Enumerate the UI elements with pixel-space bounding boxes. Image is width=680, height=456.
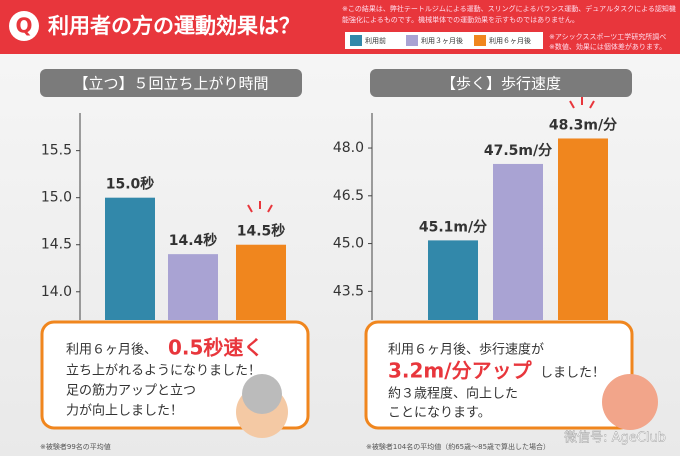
q-mark: Q bbox=[15, 14, 32, 38]
legend-swatch bbox=[474, 35, 486, 46]
callout-highlight: 3.2m/分アップ bbox=[388, 359, 533, 383]
source-note: ※数値、効果には個体差があります。 bbox=[549, 42, 666, 51]
header-band bbox=[0, 0, 680, 54]
person-illustration bbox=[602, 374, 658, 430]
legend-label: 利用３ヶ月後 bbox=[421, 36, 463, 45]
footnote: ※被験者99名の平均値 bbox=[40, 442, 111, 451]
y-tick-label: 46.5 bbox=[333, 188, 364, 204]
bar bbox=[493, 163, 543, 320]
callout-lead: 利用６ヶ月後、 bbox=[66, 343, 157, 358]
chart-title: 【立つ】５回立ち上がり時間 bbox=[73, 75, 268, 93]
callout-tail: しました！ bbox=[540, 366, 605, 381]
y-tick-label: 15.5 bbox=[41, 143, 72, 159]
bar bbox=[558, 138, 608, 320]
callout-line: 約３歳程度、向上した bbox=[388, 386, 518, 402]
callout-highlight: 0.5秒速く bbox=[168, 336, 263, 360]
value-label: 48.3m/分 bbox=[549, 117, 617, 133]
callout-line: ことになります。 bbox=[388, 406, 491, 421]
chart-title: 【歩く】歩行速度 bbox=[441, 75, 561, 93]
header-note: 能強化によるものです。機械単体での運動効果を示すものではありません。 bbox=[342, 15, 579, 24]
legend-swatch bbox=[350, 35, 362, 46]
value-label: 15.0秒 bbox=[106, 176, 155, 193]
header-title: 利用者の方の運動効果は？ bbox=[48, 14, 300, 38]
header-note: ※この結果は、弊社テートルジムによる運動、スリングによるバランス運動、デュアルタ… bbox=[342, 4, 676, 13]
footnote: ※被験者104名の平均値（約65歳～85歳で算出した場合） bbox=[366, 442, 550, 451]
value-label: 14.5秒 bbox=[237, 223, 286, 240]
value-label: 45.1m/分 bbox=[419, 219, 487, 235]
q-badge bbox=[9, 11, 39, 41]
bar bbox=[236, 244, 286, 320]
hair-illustration bbox=[242, 374, 282, 414]
callout-line: 力が向上しました！ bbox=[66, 403, 183, 419]
chart-title-box bbox=[370, 69, 632, 97]
watermark: 微信号: AgeClub bbox=[564, 431, 666, 446]
legend-label: 利用６ヶ月後 bbox=[489, 36, 531, 45]
source-note: ※アシックススポーツ工学研究所調べ bbox=[549, 32, 666, 41]
y-tick-label: 43.5 bbox=[333, 283, 364, 299]
callout-line: 足の筋力アップと立つ bbox=[66, 383, 196, 399]
y-tick-label: 14.0 bbox=[41, 284, 72, 300]
value-label: 47.5m/分 bbox=[484, 143, 552, 159]
callout-lead: 利用６ヶ月後、歩行速度が bbox=[388, 342, 544, 358]
y-tick-label: 45.0 bbox=[333, 236, 364, 252]
chart-title-box bbox=[40, 69, 302, 97]
y-tick-label: 15.0 bbox=[41, 190, 72, 206]
bar bbox=[105, 197, 155, 320]
plot-area: 14.0 14.5 15.0 15.5 15.0秒 14.4秒 14.5秒 43.5 45.0 4… bbox=[41, 113, 617, 320]
legend: 利用前 利用３ヶ月後 利用６ヶ月後 bbox=[350, 35, 531, 46]
callout-line: 立ち上がれるようになりました！ bbox=[66, 364, 261, 379]
legend-box bbox=[345, 32, 543, 49]
legend-swatch bbox=[406, 35, 418, 46]
emphasis-marks bbox=[247, 97, 595, 213]
y-tick-label: 48.0 bbox=[333, 140, 364, 156]
bar bbox=[428, 240, 478, 320]
legend-label: 利用前 bbox=[365, 36, 386, 45]
value-label: 14.4秒 bbox=[169, 232, 218, 249]
bar bbox=[168, 254, 218, 320]
y-tick-label: 14.5 bbox=[41, 237, 72, 253]
